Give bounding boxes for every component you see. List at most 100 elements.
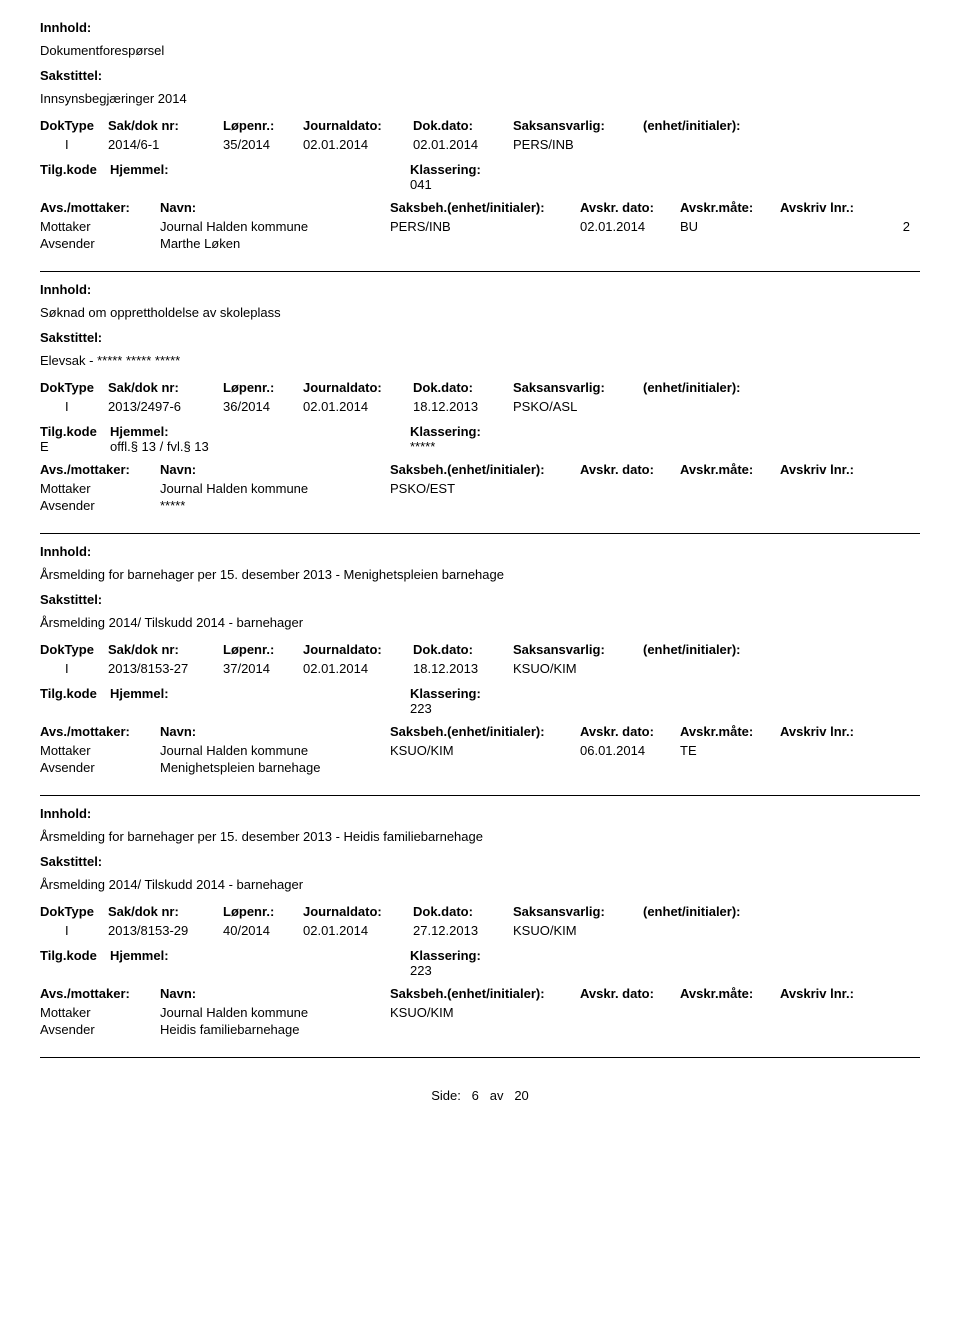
col-avskriv-lnr: Avskriv lnr.: [780, 986, 920, 1001]
mottaker-name: Journal Halden kommune [160, 743, 390, 758]
hjemmel-label: Hjemmel: [110, 162, 410, 177]
col-enhet-initialer: (enhet/initialer): [643, 118, 920, 133]
hjemmel-value [110, 177, 410, 192]
mottaker-avskr-dato: 02.01.2014 [580, 219, 680, 234]
val-enhet [643, 399, 920, 414]
avsender-row: Avsender Menighetspleien barnehage [40, 760, 920, 775]
journal-record: Innhold: Dokumentforespørsel Sakstittel:… [40, 10, 920, 272]
sakstittel-label: Sakstittel: [40, 68, 920, 83]
tilg-header-row: Tilg.kode Hjemmel: Klassering: [40, 162, 920, 177]
col-enhet-initialer: (enhet/initialer): [643, 380, 920, 395]
val-journaldato: 02.01.2014 [303, 399, 413, 414]
col-navn: Navn: [160, 986, 390, 1001]
klassering-label: Klassering: [410, 424, 481, 439]
col-avskr-dato: Avskr. dato: [580, 462, 680, 477]
col-journaldato: Journaldato: [303, 118, 413, 133]
col-enhet-initialer: (enhet/initialer): [643, 904, 920, 919]
footer-side-label: Side: [431, 1088, 461, 1103]
val-dokdato: 02.01.2014 [413, 137, 513, 152]
avs-header-row: Avs./mottaker: Navn: Saksbeh.(enhet/init… [40, 724, 920, 739]
avsender-label: Avsender [40, 1022, 160, 1037]
avsender-label: Avsender [40, 760, 160, 775]
innhold-label: Innhold: [40, 20, 920, 35]
tilg-value-row: 223 [40, 701, 920, 716]
avsender-row: Avsender Heidis familiebarnehage [40, 1022, 920, 1037]
col-dokdato: Dok.dato: [413, 380, 513, 395]
col-avskr-mate: Avskr.måte: [680, 986, 780, 1001]
col-doktype: DokType [40, 904, 108, 919]
tilg-header-row: Tilg.kode Hjemmel: Klassering: [40, 686, 920, 701]
tilgkode-label: Tilg.kode [40, 948, 110, 963]
val-lopenr: 36/2014 [223, 399, 303, 414]
sakstittel-text: Innsynsbegjæringer 2014 [40, 91, 920, 106]
col-saksbeh: Saksbeh.(enhet/initialer): [390, 200, 580, 215]
val-sakdoknr: 2013/2497-6 [108, 399, 223, 414]
col-avskriv-lnr: Avskriv lnr.: [780, 462, 920, 477]
col-doktype: DokType [40, 380, 108, 395]
col-journaldato: Journaldato: [303, 380, 413, 395]
col-journaldato: Journaldato: [303, 642, 413, 657]
col-avskr-mate: Avskr.måte: [680, 462, 780, 477]
col-dokdato: Dok.dato: [413, 904, 513, 919]
val-lopenr: 35/2014 [223, 137, 303, 152]
col-navn: Navn: [160, 200, 390, 215]
avsender-row: Avsender Marthe Løken [40, 236, 920, 251]
hjemmel-label: Hjemmel: [110, 948, 410, 963]
col-avskr-dato: Avskr. dato: [580, 724, 680, 739]
content-text: Søknad om opprettholdelse av skoleplass [40, 305, 920, 320]
sakstittel-text: Årsmelding 2014/ Tilskudd 2014 - barneha… [40, 615, 920, 630]
val-enhet [643, 661, 920, 676]
col-sakdoknr: Sak/dok nr: [108, 380, 223, 395]
col-dokdato: Dok.dato: [413, 642, 513, 657]
col-dokdato: Dok.dato: [413, 118, 513, 133]
col-avskr-dato: Avskr. dato: [580, 986, 680, 1001]
tilg-value-row: 223 [40, 963, 920, 978]
mottaker-label: Mottaker [40, 1005, 160, 1020]
mottaker-avskr-mate: TE [680, 743, 780, 758]
mottaker-label: Mottaker [40, 743, 160, 758]
avs-header-row: Avs./mottaker: Navn: Saksbeh.(enhet/init… [40, 462, 920, 477]
avsender-name: Menighetspleien barnehage [160, 760, 390, 775]
val-doktype: I [40, 661, 108, 676]
col-avskr-mate: Avskr.måte: [680, 724, 780, 739]
col-navn: Navn: [160, 462, 390, 477]
val-journaldato: 02.01.2014 [303, 661, 413, 676]
avs-header-row: Avs./mottaker: Navn: Saksbeh.(enhet/init… [40, 986, 920, 1001]
col-doktype: DokType [40, 118, 108, 133]
val-dokdato: 18.12.2013 [413, 661, 513, 676]
col-navn: Navn: [160, 724, 390, 739]
mottaker-avskr-mate [680, 1005, 780, 1020]
mottaker-avskriv-lnr [780, 1005, 920, 1020]
val-dokdato: 18.12.2013 [413, 399, 513, 414]
tilgkode-label: Tilg.kode [40, 162, 110, 177]
col-saksansvarlig: Saksansvarlig: [513, 118, 643, 133]
mottaker-avskr-mate: BU [680, 219, 780, 234]
mottaker-name: Journal Halden kommune [160, 219, 390, 234]
col-avs-mottaker: Avs./mottaker: [40, 200, 160, 215]
mottaker-avskr-dato [580, 481, 680, 496]
content-text: Dokumentforespørsel [40, 43, 920, 58]
meta-value-row: I 2013/8153-27 37/2014 02.01.2014 18.12.… [40, 661, 920, 676]
footer-total: 20 [514, 1088, 528, 1103]
val-enhet [643, 137, 920, 152]
val-doktype: I [40, 137, 108, 152]
col-lopenr: Løpenr.: [223, 904, 303, 919]
col-doktype: DokType [40, 642, 108, 657]
col-avskriv-lnr: Avskriv lnr.: [780, 724, 920, 739]
val-journaldato: 02.01.2014 [303, 923, 413, 938]
mottaker-avskr-dato [580, 1005, 680, 1020]
val-lopenr: 40/2014 [223, 923, 303, 938]
tilg-value-row: 041 [40, 177, 920, 192]
meta-value-row: I 2013/2497-6 36/2014 02.01.2014 18.12.2… [40, 399, 920, 414]
meta-value-row: I 2014/6-1 35/2014 02.01.2014 02.01.2014… [40, 137, 920, 152]
mottaker-avskriv-lnr [780, 743, 920, 758]
content-text: Årsmelding for barnehager per 15. desemb… [40, 829, 920, 844]
meta-value-row: I 2013/8153-29 40/2014 02.01.2014 27.12.… [40, 923, 920, 938]
klassering-value: 223 [410, 701, 432, 716]
avsender-label: Avsender [40, 236, 160, 251]
col-avs-mottaker: Avs./mottaker: [40, 724, 160, 739]
col-sakdoknr: Sak/dok nr: [108, 642, 223, 657]
col-lopenr: Løpenr.: [223, 118, 303, 133]
klassering-label: Klassering: [410, 948, 481, 963]
val-sakdoknr: 2013/8153-29 [108, 923, 223, 938]
